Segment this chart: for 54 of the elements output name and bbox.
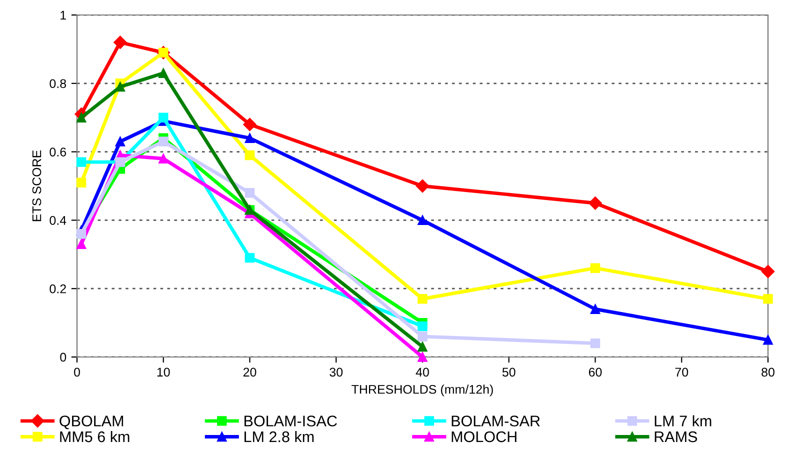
point bbox=[418, 342, 428, 352]
point bbox=[244, 252, 255, 263]
legend-label: LM 2.8 km bbox=[244, 430, 314, 442]
point bbox=[418, 294, 428, 304]
y-tick-label: 0.4 bbox=[50, 216, 66, 225]
x-tick-label: 30 bbox=[330, 368, 343, 377]
x-tick-label: 60 bbox=[588, 368, 602, 377]
legend-label: LM 7 km bbox=[654, 415, 712, 426]
y-tick-label: 1 bbox=[60, 10, 66, 20]
point bbox=[418, 352, 428, 362]
point bbox=[763, 335, 773, 345]
legend-label: BOLAM-SAR bbox=[452, 416, 540, 426]
point bbox=[418, 332, 428, 342]
point bbox=[76, 157, 86, 167]
y-tick-label: 0.6 bbox=[50, 148, 66, 156]
y-tick-label: 0.2 bbox=[50, 284, 66, 294]
x-tick-label: 0 bbox=[74, 368, 80, 377]
point bbox=[158, 112, 168, 122]
point bbox=[244, 150, 255, 160]
x-tick-label: 20 bbox=[243, 368, 256, 377]
point bbox=[115, 82, 126, 92]
point bbox=[763, 294, 773, 304]
point bbox=[114, 36, 127, 49]
x-tick-label: 40 bbox=[416, 368, 429, 377]
point bbox=[115, 136, 126, 146]
x-tick-label: 10 bbox=[157, 368, 170, 377]
point bbox=[590, 338, 600, 348]
point bbox=[243, 118, 256, 132]
y-axis-title: ETS SCORE bbox=[32, 150, 42, 222]
point bbox=[158, 154, 168, 164]
legend-label: MM5 6 km bbox=[60, 430, 130, 442]
legend-label: BOLAM-ISAC bbox=[244, 416, 337, 426]
point bbox=[158, 68, 168, 78]
x-axis-title: THRESHOLDS (mm/12h) bbox=[352, 384, 493, 396]
point bbox=[761, 264, 775, 278]
x-tick-label: 50 bbox=[502, 368, 516, 377]
point bbox=[588, 196, 602, 210]
x-tick-label: 70 bbox=[675, 368, 688, 377]
point bbox=[418, 321, 428, 332]
legend-label: MOLOCH bbox=[452, 431, 516, 442]
y-tick-label: 0.8 bbox=[50, 79, 66, 88]
point bbox=[416, 179, 430, 193]
point bbox=[590, 304, 600, 314]
point bbox=[158, 136, 168, 146]
x-tick-label: 80 bbox=[762, 368, 774, 377]
point bbox=[76, 178, 86, 188]
point bbox=[590, 263, 600, 273]
point bbox=[244, 133, 255, 143]
legend-label: QBOLAM bbox=[60, 416, 124, 430]
y-tick-label: 0 bbox=[60, 352, 66, 362]
point bbox=[76, 239, 86, 249]
point bbox=[244, 188, 255, 198]
point bbox=[418, 215, 428, 226]
legend-label: RAMS bbox=[654, 431, 698, 442]
